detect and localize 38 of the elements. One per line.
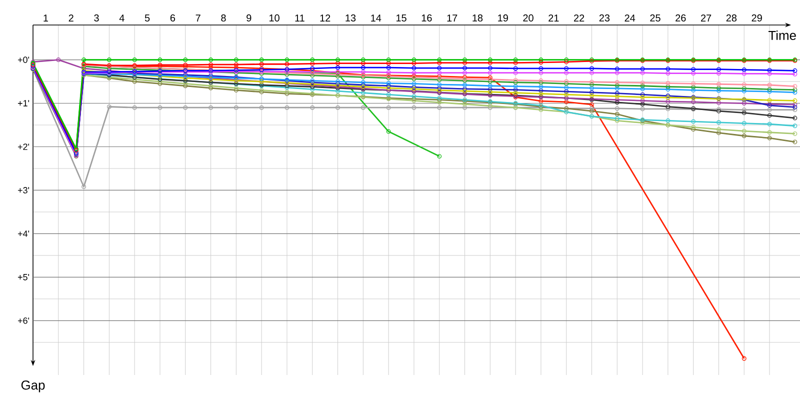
y-tick-label: +3' xyxy=(18,187,30,194)
x-tick-label: 5 xyxy=(144,14,150,22)
y-tick-label: +1' xyxy=(18,100,30,106)
x-tick-label: 8 xyxy=(221,14,226,22)
x-tick-label: 13 xyxy=(346,14,356,22)
x-tick-label: 25 xyxy=(650,14,660,22)
x-tick-label: 27 xyxy=(701,14,712,22)
x-tick-label: 12 xyxy=(320,14,330,22)
x-tick-label: 10 xyxy=(270,14,280,22)
x-tick-label: 24 xyxy=(624,14,636,22)
x-tick-label: 18 xyxy=(472,14,483,22)
x-tick-label: 26 xyxy=(676,14,686,22)
y-tick-label: +5' xyxy=(18,274,30,280)
x-tick-label: 14 xyxy=(371,14,382,22)
x-tick-label: 20 xyxy=(523,14,534,22)
y-tick-label: +4' xyxy=(18,230,30,237)
x-tick-label: 1 xyxy=(44,14,48,22)
x-tick-label: 15 xyxy=(396,14,406,22)
x-tick-label: 4 xyxy=(119,14,124,22)
x-tick-label: 2 xyxy=(68,14,74,22)
x-tick-label: 7 xyxy=(196,14,200,22)
x-tick-label: 17 xyxy=(447,14,458,22)
x-tick-label: 16 xyxy=(422,14,432,22)
x-tick-label: 19 xyxy=(498,14,508,22)
x-tick-label: 9 xyxy=(246,14,252,22)
x-tick-label: 3 xyxy=(94,14,99,22)
x-tick-label: 21 xyxy=(548,14,559,22)
x-tick-label: 11 xyxy=(295,14,304,22)
x-tick-label: 6 xyxy=(170,14,176,22)
y-tick-label: +6' xyxy=(18,317,30,324)
x-tick-label: 23 xyxy=(599,14,610,22)
x-tick-label: 22 xyxy=(574,14,584,22)
y-axis-title: Gap xyxy=(21,380,45,392)
x-axis-title: Time xyxy=(768,30,796,40)
y-tick-label: +2' xyxy=(18,144,30,150)
y-tick-label: +0' xyxy=(18,56,30,63)
x-tick-label: 29 xyxy=(752,14,762,22)
x-tick-label: 28 xyxy=(726,14,737,22)
